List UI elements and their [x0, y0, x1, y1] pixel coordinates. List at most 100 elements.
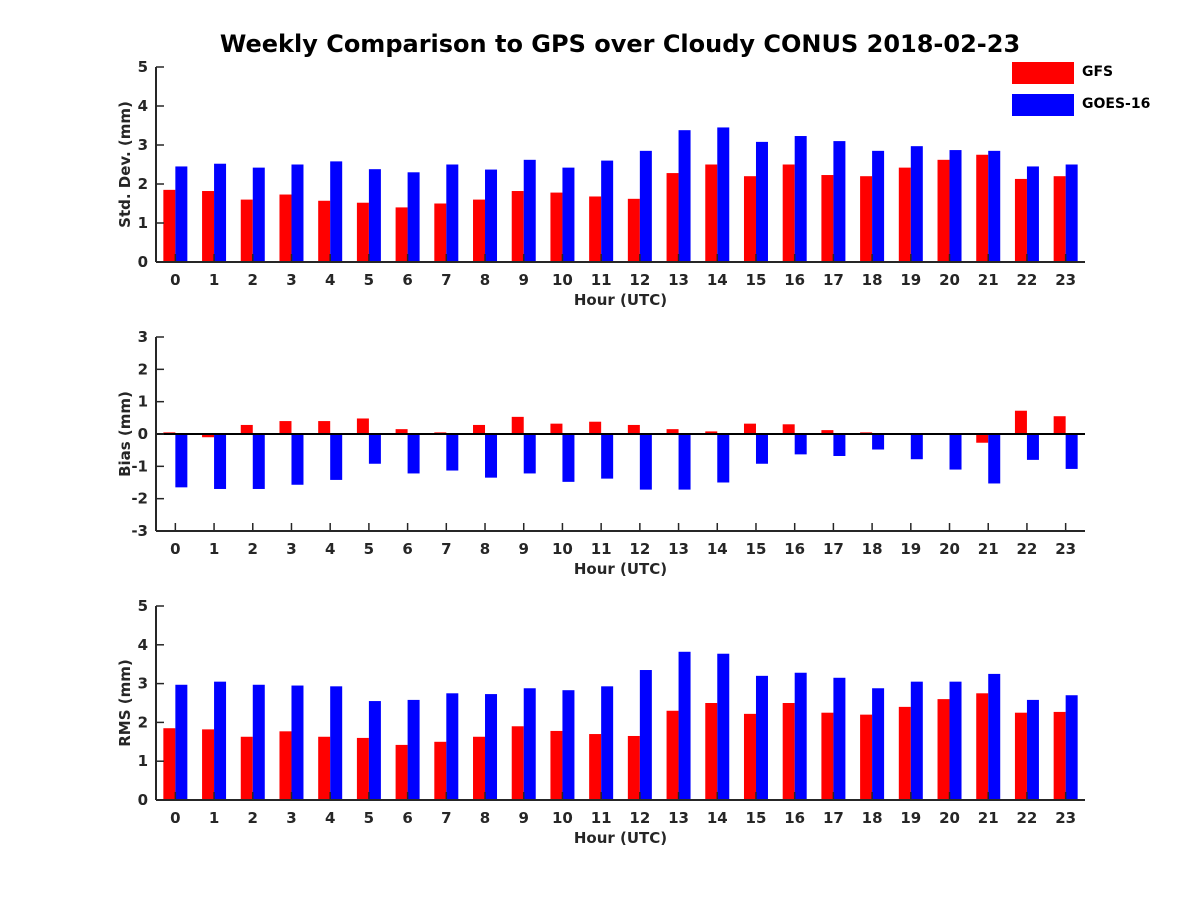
panel-2-bar-goes-16-4: [330, 434, 343, 480]
panel-3-bar-goes-16-15: [755, 675, 768, 800]
panel-3-bar-gfs-22: [1014, 712, 1027, 800]
panel-3-bar-gfs-20: [937, 699, 950, 800]
panel-1-bar-goes-16-4: [330, 161, 343, 262]
panel-1-bar-gfs-7: [434, 203, 447, 262]
panel-3-bar-gfs-17: [821, 712, 834, 800]
panel-3-bar-gfs-21: [976, 693, 989, 800]
panel-2-x-tick-label: 4: [325, 540, 335, 558]
panel-3-x-tick-label: 0: [170, 809, 180, 827]
panel-1-x-tick-label: 4: [325, 271, 335, 289]
panel-3-x-tick-label: 15: [746, 809, 767, 827]
panel-1-bar-gfs-14: [705, 164, 718, 262]
panel-2-bar-goes-16-8: [485, 434, 498, 478]
panel-2-bar-gfs-14: [705, 431, 718, 434]
panel-1-bar-gfs-12: [627, 198, 640, 262]
panel-1-bar-gfs-21: [976, 154, 989, 262]
panel-3-bar-gfs-23: [1053, 711, 1066, 800]
panel-2-x-tick-label: 7: [441, 540, 451, 558]
panel-1-x-tick-label: 18: [862, 271, 883, 289]
panel-3-x-tick-label: 5: [364, 809, 374, 827]
panel-1-bar-goes-16-8: [485, 169, 498, 262]
panel-2-bar-goes-16-21: [988, 434, 1001, 484]
panel-1-bar-gfs-10: [550, 192, 563, 262]
panel-3-x-tick-label: 3: [286, 809, 296, 827]
panel-2-y-axis-label: Bias (mm): [116, 391, 134, 477]
panel-1-bar-goes-16-21: [988, 150, 1001, 262]
panel-1-bar-goes-16-7: [446, 164, 459, 262]
panel-2-bar-gfs-10: [550, 423, 563, 434]
panel-1-bar-gfs-19: [898, 167, 911, 262]
panel-3-bar-gfs-3: [279, 731, 292, 800]
panel-2-bar-gfs-12: [627, 424, 640, 434]
panel-2-bar-goes-16-0: [175, 434, 188, 488]
panel-1-x-tick-label: 3: [286, 271, 296, 289]
panel-3-x-tick-label: 8: [480, 809, 490, 827]
panel-3-x-tick-label: 2: [248, 809, 258, 827]
panel-3-bar-gfs-8: [473, 736, 486, 800]
panel-1-bar-goes-16-16: [794, 136, 807, 262]
panel-3-y-tick-label: 2: [138, 713, 148, 731]
panel-2-bar-goes-16-14: [717, 434, 730, 483]
panel-2-x-tick-label: 14: [707, 540, 728, 558]
panel-1-bar-gfs-16: [782, 164, 795, 262]
panel-1-y-tick-label: 1: [138, 214, 148, 232]
panel-2-y-tick-label: 1: [138, 393, 148, 411]
panel-1-bar-gfs-13: [666, 173, 679, 262]
panel-1-x-tick-label: 0: [170, 271, 180, 289]
panel-3-y-tick-label: 5: [138, 597, 148, 615]
panel-1-bar-gfs-8: [473, 199, 486, 262]
panel-3-bar-gfs-5: [356, 737, 369, 800]
panel-2-x-tick-label: 19: [900, 540, 921, 558]
panel-3-bar-goes-16-17: [833, 677, 846, 800]
panel-1-bar-gfs-22: [1014, 178, 1027, 262]
panel-1-bar-gfs-20: [937, 159, 950, 262]
panel-3-bar-goes-16-2: [252, 684, 265, 800]
panel-1-bar-goes-16-18: [872, 150, 885, 262]
panel-1-x-tick-label: 10: [552, 271, 573, 289]
legend: GFS GOES-16: [1012, 62, 1172, 118]
panel-1-bar-gfs-15: [743, 176, 756, 262]
panel-3-x-tick-label: 11: [591, 809, 612, 827]
panel-1-bar-goes-16-12: [639, 150, 652, 262]
panel-1-bar-goes-16-2: [252, 167, 265, 262]
panel-1-bar-goes-16-20: [949, 150, 962, 262]
panel-3-x-tick-label: 13: [668, 809, 689, 827]
panel-2-bar-gfs-1: [202, 434, 215, 438]
panel-2-bar-gfs-11: [589, 421, 602, 434]
panel-3-bar-goes-16-12: [639, 670, 652, 800]
panel-2-bar-gfs-22: [1014, 410, 1027, 434]
legend-label-gfs: GFS: [1082, 64, 1114, 80]
panel-1-x-tick-label: 20: [939, 271, 960, 289]
panel-1-bar-gfs-17: [821, 175, 834, 262]
panel-1-bar-goes-16-0: [175, 166, 188, 262]
panel-3-bar-goes-16-6: [407, 699, 420, 800]
panel-1-x-tick-label: 7: [441, 271, 451, 289]
panel-2-bar-goes-16-10: [562, 434, 575, 482]
panel-1-x-tick-label: 1: [209, 271, 219, 289]
panel-3-x-axis-label: Hour (UTC): [574, 829, 667, 847]
panel-1-bar-goes-16-15: [755, 141, 768, 262]
panel-3-x-tick-label: 22: [1017, 809, 1038, 827]
panel-2-x-tick-label: 20: [939, 540, 960, 558]
panel-1-x-tick-label: 23: [1055, 271, 1076, 289]
panel-3-y-tick-label: 0: [138, 791, 148, 809]
panel-2-y-tick-label: -2: [131, 490, 148, 508]
panel-3-x-tick-label: 9: [519, 809, 529, 827]
panel-2-bar-goes-16-11: [601, 434, 614, 479]
panel-2-y-tick-label: -1: [131, 457, 148, 475]
panel-3-bar-goes-16-20: [949, 681, 962, 800]
panel-1-bar-goes-16-1: [214, 163, 227, 262]
panel-1-y-tick-label: 2: [138, 175, 148, 193]
chart-title: Weekly Comparison to GPS over Cloudy CON…: [219, 30, 1021, 58]
panel-3-bar-goes-16-14: [717, 653, 730, 800]
panel-2-bar-goes-16-20: [949, 434, 962, 470]
panel-2-x-tick-label: 18: [862, 540, 883, 558]
panel-1-y-tick-label: 0: [138, 253, 148, 271]
panel-1-bar-gfs-18: [860, 176, 873, 262]
panel-3-y-tick-label: 3: [138, 675, 148, 693]
panel-2-bar-goes-16-17: [833, 434, 846, 456]
panel-1-bar-gfs-3: [279, 194, 292, 262]
panel-3-bar-gfs-18: [860, 714, 873, 800]
